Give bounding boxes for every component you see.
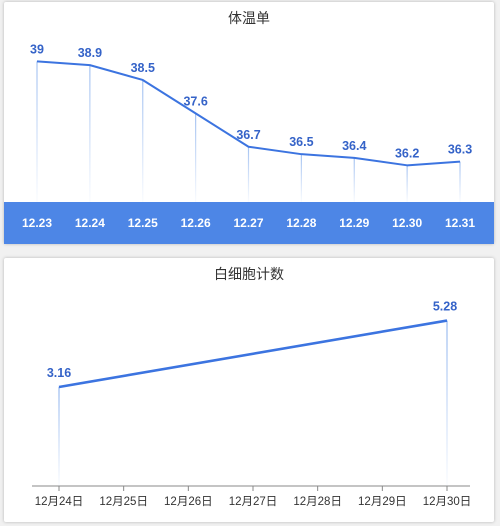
x-tick-label: 12.23 <box>22 216 52 230</box>
x-tick-label: 12月24日 <box>35 496 84 508</box>
temperature-chart-panel: 体温单 39 38.9 38.5 37.6 36.7 36.5 36.4 36.2 36.3 12… <box>4 2 494 244</box>
data-label: 36.3 <box>448 143 472 157</box>
drop-line <box>89 65 91 202</box>
data-label: 36.4 <box>342 139 366 153</box>
data-label: 37.6 <box>183 94 207 108</box>
data-label: 38.5 <box>131 61 155 75</box>
data-label: 36.2 <box>395 146 419 160</box>
x-tick-label: 12.24 <box>75 216 105 230</box>
drop-line <box>247 146 250 202</box>
wbc-chart-panel: 白细胞计数 12月24日 12月25日 12月26日 12月27日 12月28日 12月2… <box>4 258 494 522</box>
x-tick-label: 12月25日 <box>99 496 148 508</box>
data-label: 38.9 <box>78 46 102 60</box>
x-tick-label: 12月27日 <box>229 496 278 508</box>
wbc-chart: 白细胞计数 12月24日 12月25日 12月26日 12月27日 12月28日 12月2… <box>32 266 472 508</box>
x-axis-band <box>4 202 494 244</box>
wbc-chart-title: 白细胞计数 <box>214 266 284 282</box>
drop-line <box>58 386 60 486</box>
drop-line <box>142 79 144 202</box>
x-tick-label: 12.28 <box>286 216 316 230</box>
drop-line <box>446 320 448 486</box>
wbc-series-line <box>58 319 448 389</box>
x-tick-label: 12.29 <box>339 216 369 230</box>
temperature-series-line <box>36 60 461 167</box>
data-label: 5.28 <box>433 300 457 314</box>
x-tick-label: 12.30 <box>392 216 422 230</box>
drop-line <box>353 157 355 202</box>
x-tick-label: 12月29日 <box>358 496 407 508</box>
x-tick-label: 12月28日 <box>293 496 342 508</box>
drop-line <box>195 113 197 202</box>
drop-line <box>459 161 461 202</box>
temperature-chart: 体温单 39 38.9 38.5 37.6 36.7 36.5 36.4 36.2 36.3 12… <box>4 10 494 244</box>
data-label: 36.5 <box>289 135 313 149</box>
drop-line <box>300 154 302 202</box>
data-label: 36.7 <box>236 128 260 142</box>
x-tick-label: 12.26 <box>181 216 211 230</box>
temperature-chart-title: 体温单 <box>228 10 270 26</box>
x-tick-label: 12月30日 <box>423 496 472 508</box>
data-label: 39 <box>30 42 44 56</box>
x-tick-label: 12.25 <box>128 216 158 230</box>
x-tick-label: 12.31 <box>445 216 475 230</box>
x-tick-label: 12.27 <box>233 216 263 230</box>
drop-line <box>36 61 38 202</box>
drop-line <box>406 165 408 202</box>
data-label: 3.16 <box>47 366 71 380</box>
x-tick-label: 12月26日 <box>164 496 213 508</box>
